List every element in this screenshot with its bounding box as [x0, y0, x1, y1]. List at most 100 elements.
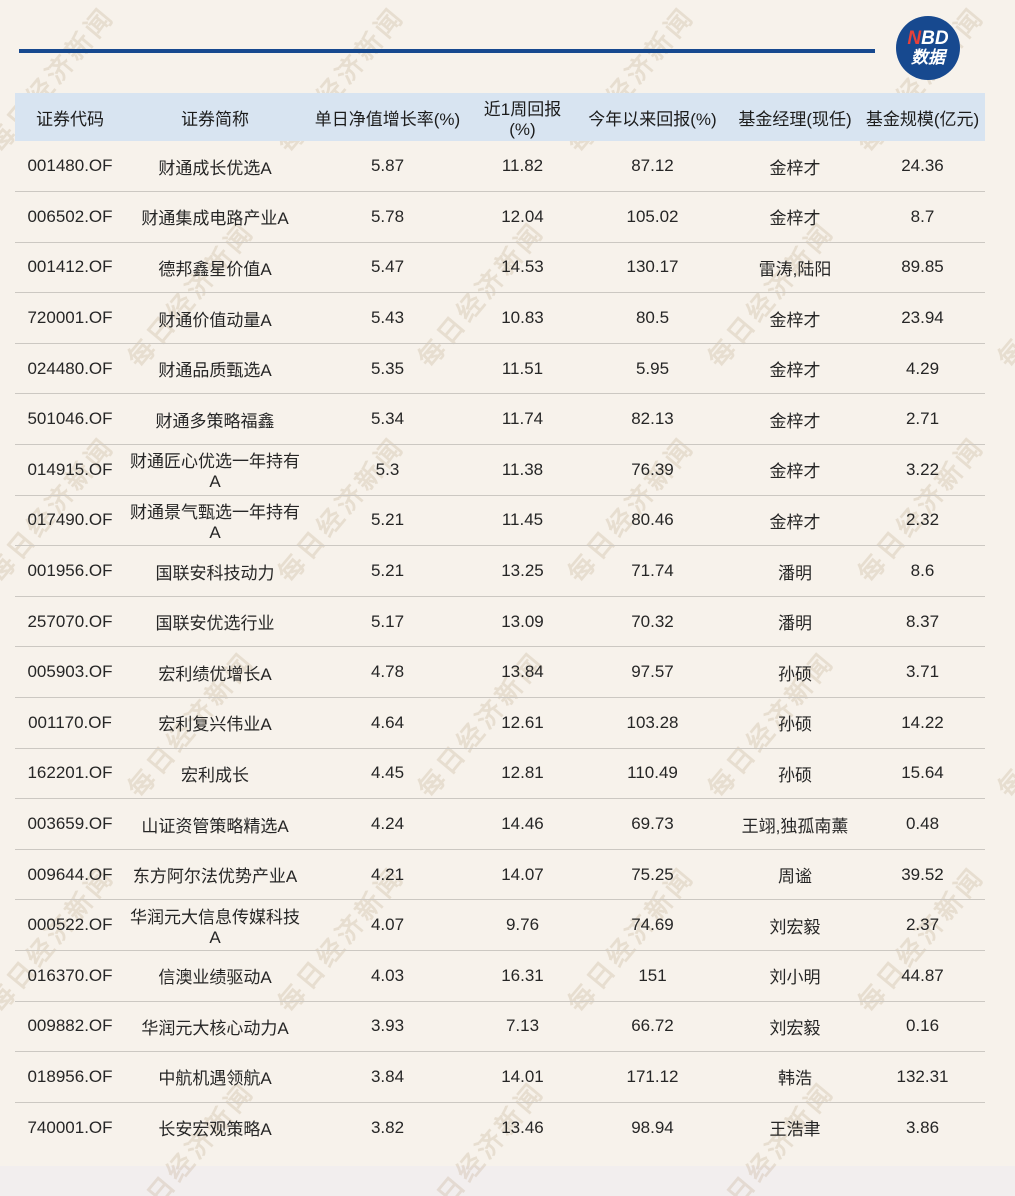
cell-daily-nav-growth: 4.64: [370, 712, 405, 732]
table-row: 740001.OF 长安宏观策略A 3.82 13.46 98.94 王浩聿 3.86: [15, 1102, 985, 1153]
cell-security-code: 257070.OF: [27, 611, 113, 631]
nbd-logo-subtitle: 数据: [911, 48, 945, 68]
cell-1week-return: 14.46: [501, 814, 544, 834]
header-daily-nav-growth: 单日净值增长率(%): [305, 93, 470, 141]
cell-security-code: 162201.OF: [27, 763, 113, 783]
cell-fund-scale: 23.94: [901, 308, 944, 328]
cell-1week-return: 13.09: [501, 611, 544, 631]
cell-ytd-return: 171.12: [626, 1066, 679, 1086]
header-rule: [19, 49, 875, 53]
table-row: 000522.OF 华润元大信息传媒科技A 4.07 9.76 74.69 刘宏毅 2.37: [15, 900, 985, 951]
cell-fund-manager: 刘小明: [769, 968, 821, 988]
cell-security-name: 财通景气甄选一年持有A: [130, 502, 300, 542]
cell-1week-return: 11.38: [501, 459, 544, 479]
cell-fund-scale: 15.64: [901, 763, 944, 783]
cell-security-code: 001956.OF: [27, 561, 113, 581]
cell-security-name: 德邦鑫星价值A: [158, 259, 272, 279]
cell-daily-nav-growth: 5.17: [370, 611, 405, 631]
footer-strip: [0, 1166, 1015, 1196]
cell-security-name: 宏利成长: [181, 765, 249, 785]
cell-daily-nav-growth: 5.43: [370, 308, 405, 328]
cell-daily-nav-growth: 5.47: [370, 257, 405, 277]
cell-security-code: 001480.OF: [27, 156, 113, 176]
cell-security-name: 国联安优选行业: [155, 614, 275, 634]
cell-security-code: 009882.OF: [27, 1016, 113, 1036]
table-row: 016370.OF 信澳业绩驱动A 4.03 16.31 151 刘小明 44.87: [15, 951, 985, 1002]
cell-1week-return: 11.45: [501, 510, 544, 530]
table-row: 009644.OF 东方阿尔法优势产业A 4.21 14.07 75.25 周谧 39.52: [15, 849, 985, 900]
cell-daily-nav-growth: 3.84: [370, 1066, 405, 1086]
cell-security-code: 740001.OF: [27, 1117, 113, 1137]
cell-fund-manager: 金梓才: [769, 411, 821, 431]
cell-security-code: 000522.OF: [27, 915, 113, 935]
cell-fund-scale: 3.71: [905, 662, 940, 682]
cell-security-name: 财通价值动量A: [158, 310, 272, 330]
cell-ytd-return: 98.94: [631, 1117, 674, 1137]
cell-fund-scale: 3.86: [905, 1117, 940, 1137]
cell-daily-nav-growth: 4.24: [370, 814, 405, 834]
cell-fund-scale: 39.52: [901, 864, 944, 884]
cell-security-name: 财通成长优选A: [158, 158, 272, 178]
cell-ytd-return: 105.02: [626, 206, 679, 226]
cell-security-code: 014915.OF: [27, 459, 113, 479]
table-row: 257070.OF 国联安优选行业 5.17 13.09 70.32 潘明 8.37: [15, 596, 985, 647]
cell-ytd-return: 87.12: [631, 156, 674, 176]
cell-daily-nav-growth: 5.78: [370, 206, 405, 226]
table-row: 001412.OF 德邦鑫星价值A 5.47 14.53 130.17 雷涛,陆阳 89.8…: [15, 242, 985, 293]
table-row: 001170.OF 宏利复兴伟业A 4.64 12.61 103.28 孙硕 14.22: [15, 698, 985, 749]
cell-fund-manager: 孙硕: [778, 664, 812, 684]
cell-ytd-return: 69.73: [631, 814, 674, 834]
table-row: 017490.OF 财通景气甄选一年持有A 5.21 11.45 80.46 金梓才 2.3…: [15, 495, 985, 546]
cell-fund-manager: 周谧: [778, 867, 812, 887]
cell-fund-scale: 0.48: [905, 814, 940, 834]
cell-daily-nav-growth: 5.21: [370, 510, 405, 530]
cell-security-name: 财通品质甄选A: [158, 361, 272, 381]
cell-fund-scale: 2.32: [905, 510, 940, 530]
cell-security-code: 003659.OF: [27, 814, 113, 834]
cell-1week-return: 14.01: [501, 1066, 544, 1086]
cell-security-name: 国联安科技动力: [155, 563, 275, 583]
cell-fund-scale: 8.6: [910, 561, 935, 581]
table-row: 720001.OF 财通价值动量A 5.43 10.83 80.5 金梓才 23.94: [15, 293, 985, 344]
cell-security-name: 中航机遇领航A: [158, 1069, 272, 1089]
cell-1week-return: 12.04: [501, 206, 544, 226]
cell-fund-manager: 王浩聿: [769, 1120, 821, 1140]
cell-daily-nav-growth: 5.3: [375, 459, 400, 479]
cell-fund-manager: 金梓才: [769, 512, 821, 532]
watermark-text: 每日经济新闻: [991, 645, 1015, 804]
cell-fund-manager: 潘明: [778, 563, 812, 583]
cell-fund-manager: 金梓才: [769, 361, 821, 381]
cell-1week-return: 9.76: [505, 915, 540, 935]
cell-1week-return: 13.25: [501, 561, 544, 581]
cell-ytd-return: 110.49: [627, 763, 678, 783]
cell-1week-return: 11.82: [501, 156, 544, 176]
cell-fund-manager: 金梓才: [769, 209, 821, 229]
cell-1week-return: 10.83: [501, 308, 544, 328]
cell-security-name: 信澳业绩驱动A: [158, 968, 272, 988]
nbd-logo: NBD 数据: [896, 16, 960, 80]
cell-security-code: 001412.OF: [27, 257, 113, 277]
cell-ytd-return: 70.32: [631, 611, 674, 631]
cell-ytd-return: 74.69: [631, 915, 674, 935]
cell-security-name: 华润元大核心动力A: [141, 1018, 289, 1038]
cell-1week-return: 16.31: [501, 965, 544, 985]
table-header-row: 证券代码 证券简称 单日净值增长率(%) 近1周回报(%) 今年以来回报(%) …: [15, 93, 985, 141]
cell-fund-scale: 8.37: [905, 611, 940, 631]
table-row: 001956.OF 国联安科技动力 5.21 13.25 71.74 潘明 8.6: [15, 546, 985, 597]
cell-daily-nav-growth: 5.35: [370, 358, 405, 378]
cell-security-name: 宏利复兴伟业A: [158, 715, 272, 735]
table-row: 014915.OF 财通匠心优选一年持有A 5.3 11.38 76.39 金梓才 3.22: [15, 445, 985, 496]
cell-fund-manager: 潘明: [778, 614, 812, 634]
cell-security-code: 017490.OF: [27, 510, 113, 530]
cell-fund-manager: 金梓才: [769, 158, 821, 178]
cell-fund-manager: 刘宏毅: [769, 917, 821, 937]
cell-fund-manager: 刘宏毅: [769, 1018, 821, 1038]
cell-fund-manager: 孙硕: [778, 765, 812, 785]
cell-fund-scale: 2.71: [905, 409, 940, 429]
cell-security-name: 财通多策略福鑫: [155, 411, 275, 431]
cell-daily-nav-growth: 5.87: [370, 156, 405, 176]
cell-security-code: 024480.OF: [27, 358, 113, 378]
cell-daily-nav-growth: 4.21: [370, 864, 405, 884]
cell-ytd-return: 103.28: [626, 712, 679, 732]
